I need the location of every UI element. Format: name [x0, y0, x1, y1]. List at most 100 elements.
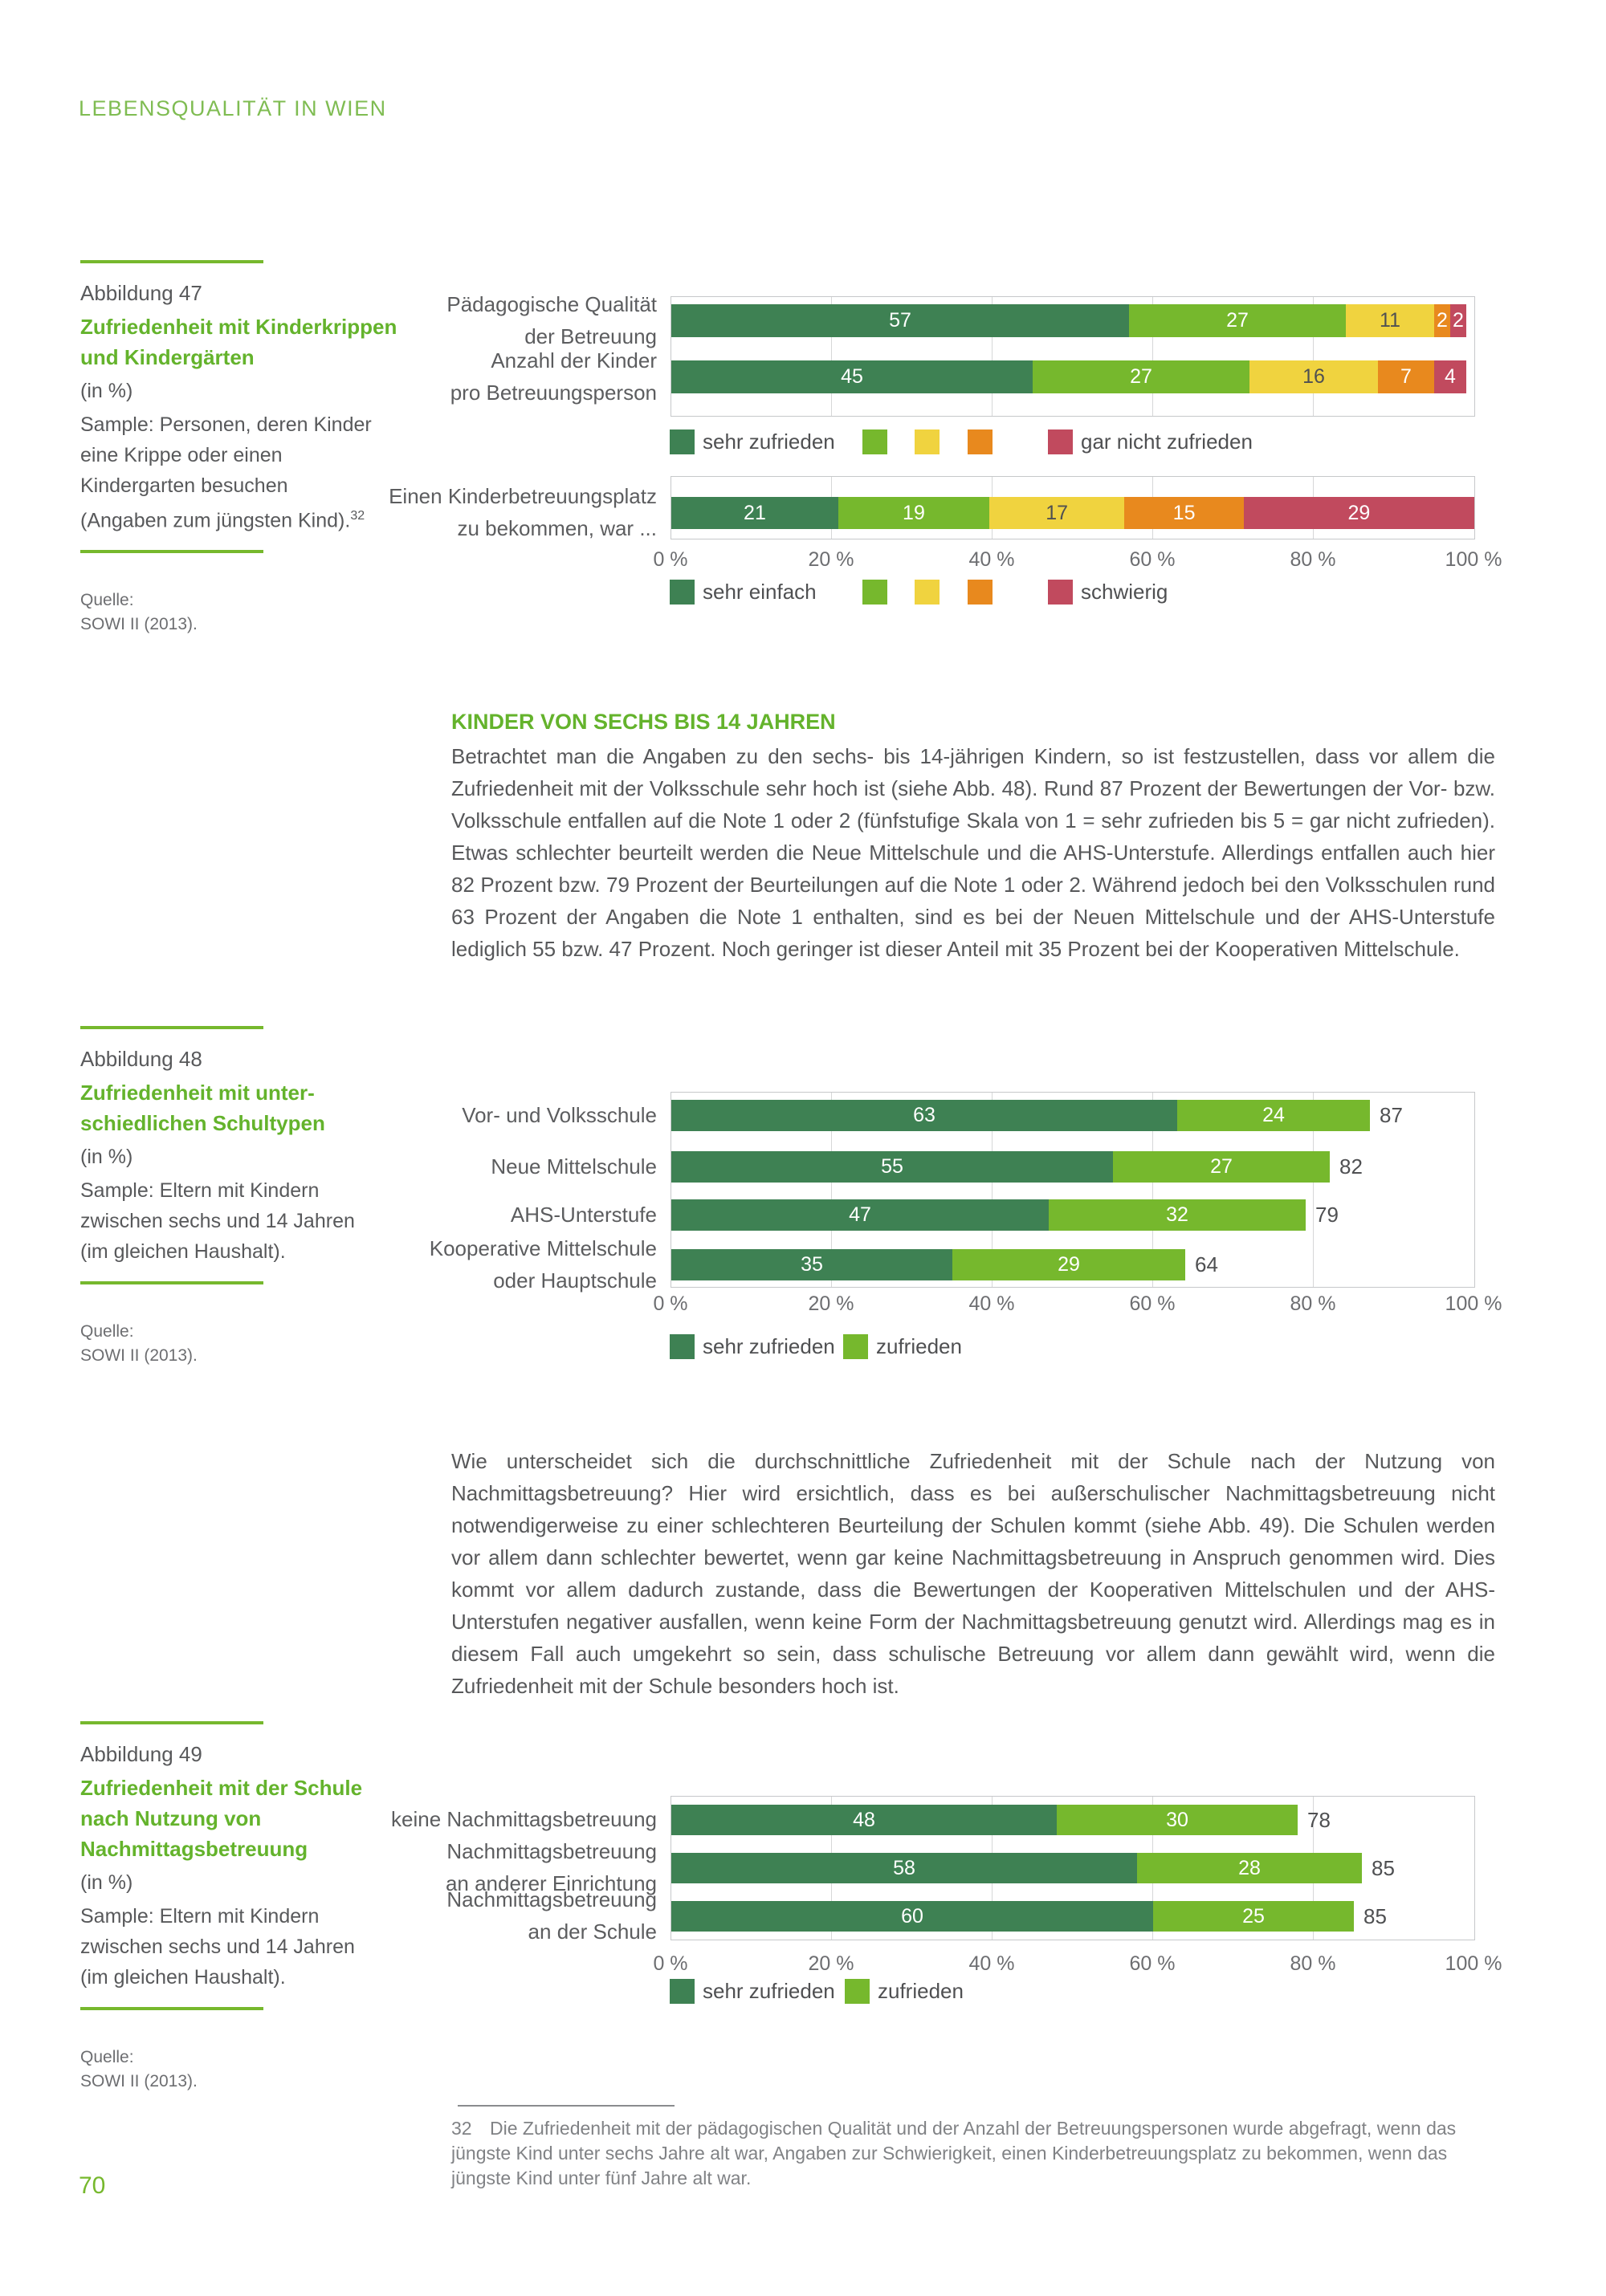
axis-tick-label: 0 %	[653, 1952, 688, 1975]
bar-segment: 30	[1057, 1805, 1298, 1835]
body-paragraph-2: Wie unterscheidet sich die durchschnittl…	[451, 1449, 1495, 1698]
bar-value-label: 28	[1238, 1856, 1261, 1879]
bar-segment: 32	[1049, 1199, 1306, 1231]
figure-sample-text: Sample: Personen, deren Kinder eine Krip…	[80, 413, 372, 532]
bar-value-label: 27	[1226, 309, 1249, 332]
caption-rule-bottom	[80, 1281, 263, 1284]
chart-row-label: keine Nachmittagsbetreuung	[391, 1807, 657, 1831]
figure-title: Zufriedenheit mit unter- schiedlichen Sc…	[80, 1081, 325, 1135]
source-text: SOWI II (2013).	[80, 1346, 198, 1365]
bar-segment: 27	[1033, 360, 1249, 393]
chart-row-label: Pädagogische Qualität der Betreuung	[446, 291, 657, 348]
chart-row-label: Vor- und Volksschule	[462, 1102, 657, 1127]
footnote-rule	[458, 2105, 675, 2107]
bar-value-label: 7	[1400, 365, 1412, 388]
bar-value-label: 2	[1453, 309, 1464, 332]
axis-tick-label: 0 %	[653, 1293, 688, 1315]
legend-swatch	[670, 1334, 695, 1359]
bar-value-label: 47	[849, 1203, 871, 1226]
body-paragraph-1: Betrachtet man die Angaben zu den sechs-…	[451, 744, 1495, 961]
bar-total-label: 79	[1315, 1203, 1339, 1227]
source-label: Quelle:	[80, 2048, 134, 2066]
legend-swatch	[968, 429, 993, 454]
chart-row-label: Nachmittagsbetreuung an anderer Einricht…	[445, 1839, 657, 1895]
source-text: SOWI II (2013).	[80, 615, 198, 634]
legend-swatch	[845, 1979, 870, 2004]
legend-label: gar nicht zufrieden	[1081, 429, 1253, 454]
chart-row-label: Kooperative Mittelschule oder Hauptschul…	[429, 1236, 657, 1293]
figure-sample-text: Sample: Eltern mit Kindern zwischen sech…	[80, 1179, 355, 1263]
axis-tick-label: 100 %	[1445, 1952, 1502, 1975]
bar-value-label: 58	[893, 1856, 915, 1879]
figure-sample: Sample: Eltern mit Kindern zwischen sech…	[80, 1901, 402, 1993]
bar-row: 63 24	[671, 1100, 1474, 1131]
bar-value-label: 25	[1242, 1904, 1265, 1928]
bar-value-label: 16	[1302, 365, 1325, 388]
bar-segment: 60	[671, 1901, 1153, 1932]
bar-row: 21 19 17 15 29	[671, 497, 1474, 529]
bar-segment: 63	[671, 1100, 1177, 1131]
bar-segment: 2	[1450, 304, 1466, 337]
bar-segment: 25	[1153, 1901, 1354, 1932]
bar-total-label: 78	[1307, 1808, 1331, 1832]
chart-plot-area: 21 19 17 15 29	[671, 476, 1475, 539]
bar-segment: 27	[1113, 1151, 1330, 1183]
bar-segment: 21	[671, 497, 838, 529]
bar-value-label: 45	[841, 365, 863, 388]
caption-rule-bottom	[80, 550, 263, 554]
bar-value-label: 55	[881, 1155, 903, 1178]
figure-unit: (in %)	[80, 380, 133, 402]
page-number: 70	[79, 2172, 106, 2199]
bar-value-label: 15	[1172, 501, 1196, 524]
chart-plot-area: 63 24 87 55 27 82 47 32 79 35 29 64	[671, 1092, 1475, 1288]
chart-row-label: Neue Mittelschule	[491, 1154, 657, 1179]
figure-title: Zufriedenheit mit der Schule nach Nutzun…	[80, 1776, 363, 1861]
bar-segment: 17	[989, 497, 1125, 529]
legend-swatch	[1048, 429, 1073, 454]
caption-rule-top	[80, 1721, 263, 1724]
bar-segment: 15	[1124, 497, 1244, 529]
bar-segment: 19	[838, 497, 990, 529]
chart-plot-area: 48 30 78 58 28 85 60 25 85	[671, 1796, 1475, 1940]
bar-value-label: 29	[1347, 501, 1371, 524]
figure-label: Abbildung 49	[80, 1742, 202, 1766]
bar-value-label: 19	[903, 501, 925, 524]
figure-label: Abbildung 48	[80, 1047, 202, 1071]
legend-swatch	[915, 429, 940, 454]
bar-row: 48 30	[671, 1805, 1474, 1835]
bar-value-label: 17	[1046, 501, 1069, 524]
chart-gridline	[1152, 297, 1153, 416]
section-heading: KINDER VON SECHS BIS 14 JAHREN	[451, 710, 836, 734]
bar-segment: 57	[671, 304, 1129, 337]
bar-segment: 58	[671, 1853, 1137, 1883]
figure-sample: Sample: Personen, deren Kinder eine Krip…	[80, 409, 402, 535]
source-label: Quelle:	[80, 591, 134, 610]
bar-row: 47 32	[671, 1199, 1474, 1231]
bar-value-label: 35	[801, 1253, 823, 1276]
chart-row-label: AHS-Unterstufe	[510, 1202, 657, 1227]
legend-swatch	[670, 429, 695, 454]
legend-label: sehr zufrieden	[703, 1979, 835, 2003]
legend-label: sehr zufrieden	[703, 429, 835, 454]
bar-segment: 35	[671, 1249, 952, 1280]
bar-row: 45 27 16 7 4	[671, 360, 1474, 393]
figure-caption-47: Abbildung 47 Zufriedenheit mit Kinderkri…	[80, 260, 402, 637]
caption-rule-top	[80, 1026, 263, 1029]
axis-tick-label: 80 %	[1290, 548, 1336, 571]
bar-row: 35 29	[671, 1249, 1474, 1280]
legend-label: zufrieden	[878, 1979, 964, 2003]
bar-segment: 27	[1129, 304, 1346, 337]
bar-segment: 55	[671, 1151, 1113, 1183]
bar-total-label: 87	[1380, 1103, 1403, 1127]
bar-value-label: 27	[1210, 1155, 1233, 1178]
chart-gridline	[831, 297, 832, 416]
bar-total-label: 82	[1339, 1154, 1363, 1179]
figure-sample: Sample: Eltern mit Kindern zwischen sech…	[80, 1175, 402, 1267]
chart-row-label: Anzahl der Kinder pro Betreuungsperson	[450, 348, 657, 405]
figure-unit: (in %)	[80, 1146, 133, 1168]
bar-value-label: 27	[1130, 365, 1152, 388]
bar-value-label: 11	[1380, 309, 1400, 332]
bar-value-label: 2	[1437, 309, 1448, 332]
legend-swatch	[670, 580, 695, 605]
bar-value-label: 60	[901, 1904, 923, 1928]
